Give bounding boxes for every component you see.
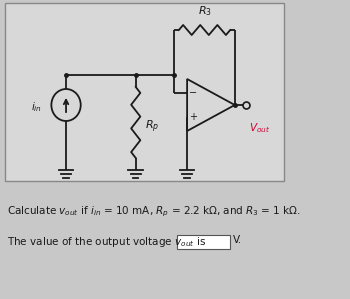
Text: V.: V. [233,235,242,245]
Text: $R_p$: $R_p$ [145,118,159,135]
FancyBboxPatch shape [177,235,230,249]
Text: −: − [189,88,198,98]
Text: $R_3$: $R_3$ [197,4,211,18]
Text: $V_{out}$: $V_{out}$ [248,121,270,135]
Text: +: + [189,112,197,122]
Text: $i_{in}$: $i_{in}$ [31,100,42,114]
Text: The value of the output voltage $v_{out}$ is: The value of the output voltage $v_{out}… [7,235,206,249]
FancyBboxPatch shape [5,3,284,181]
Text: Calculate $v_{out}$ if $i_{in}$ = 10 mA, $R_p$ = 2.2 kΩ, and $R_3$ = 1 kΩ.: Calculate $v_{out}$ if $i_{in}$ = 10 mA,… [7,205,301,219]
